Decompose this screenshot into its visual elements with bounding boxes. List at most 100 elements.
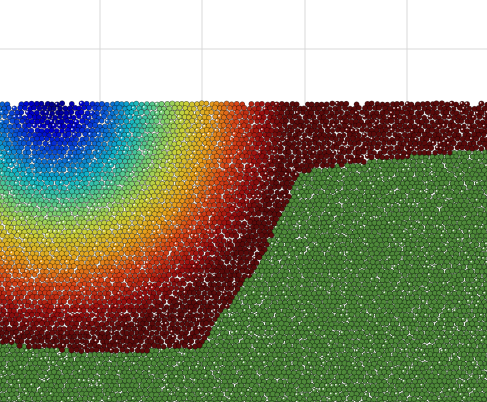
substrate-particle — [223, 312, 229, 319]
particle-highlight — [18, 397, 20, 400]
substrate-particle — [286, 210, 293, 217]
particle-highlight — [452, 326, 455, 329]
substrate-particle — [341, 316, 348, 323]
substrate-particle — [116, 368, 123, 375]
substrate-particle — [228, 355, 235, 362]
substrate-particle — [453, 224, 460, 231]
particle-highlight — [297, 300, 300, 302]
substrate-particle — [409, 259, 415, 265]
substrate-particle — [382, 395, 389, 402]
substrate-particle — [371, 229, 378, 236]
substrate-particle — [374, 162, 380, 169]
particle-highlight — [470, 260, 473, 263]
deposit-particle — [44, 136, 50, 142]
substrate-particle — [290, 280, 297, 287]
substrate-particle — [399, 241, 405, 247]
particle-highlight — [199, 392, 202, 394]
deposit-particle — [383, 109, 390, 116]
substrate-particle — [429, 338, 435, 344]
particle-highlight — [374, 287, 377, 289]
deposit-particle — [59, 100, 66, 107]
particle-highlight — [344, 199, 347, 201]
substrate-particle — [451, 219, 457, 226]
substrate-particle — [316, 351, 323, 358]
deposit-particle — [427, 114, 433, 120]
particle-highlight — [163, 379, 166, 382]
particle-highlight — [263, 353, 265, 356]
substrate-particle — [407, 289, 414, 296]
substrate-particle — [469, 329, 476, 336]
substrate-particle — [471, 290, 478, 296]
deposit-particle — [481, 131, 487, 138]
substrate-particle — [273, 267, 280, 274]
substrate-particle — [453, 346, 460, 353]
particle-highlight — [375, 322, 378, 324]
substrate-particle — [483, 302, 487, 309]
particle-highlight — [472, 335, 475, 338]
particle-highlight — [327, 204, 330, 206]
particle-highlight — [420, 383, 423, 386]
substrate-particle — [288, 355, 295, 362]
particle-highlight — [404, 366, 407, 369]
particle-highlight — [327, 124, 330, 127]
substrate-particle — [461, 387, 467, 393]
particle-highlight — [178, 361, 181, 364]
particle-highlight — [232, 318, 235, 321]
deposit-particle — [150, 105, 157, 111]
substrate-particle — [326, 184, 333, 191]
particle-highlight — [234, 322, 237, 324]
substrate-particle — [288, 347, 296, 354]
substrate-particle — [268, 329, 275, 336]
deposit-particle — [116, 140, 123, 147]
particle-highlight — [375, 216, 378, 219]
substrate-particle — [302, 360, 308, 366]
substrate-particle — [477, 289, 484, 296]
particle-highlight — [352, 362, 354, 365]
substrate-particle — [404, 338, 411, 345]
particle-highlight — [307, 300, 310, 303]
deposit-particle — [148, 126, 155, 133]
substrate-particle — [336, 184, 342, 191]
particle-highlight — [193, 379, 196, 381]
substrate-particle — [192, 377, 199, 384]
substrate-particle — [296, 316, 303, 323]
substrate-particle — [19, 382, 26, 389]
substrate-particle — [143, 382, 150, 389]
substrate-particle — [296, 210, 302, 217]
substrate-particle — [357, 342, 364, 349]
substrate-particle — [463, 373, 470, 380]
substrate-particle — [383, 373, 390, 379]
substrate-particle — [424, 171, 430, 177]
particle-highlight — [132, 362, 135, 365]
particle-highlight — [52, 361, 54, 363]
substrate-particle — [241, 289, 247, 296]
substrate-particle — [428, 258, 435, 265]
particle-highlight — [119, 129, 122, 131]
substrate-particle — [227, 378, 234, 385]
substrate-particle — [306, 236, 313, 243]
substrate-particle — [316, 229, 323, 235]
particle-highlight — [410, 366, 413, 369]
deposit-particle — [68, 144, 75, 151]
particle-highlight — [318, 388, 321, 390]
substrate-particle — [323, 337, 330, 344]
deposit-particle — [211, 104, 218, 111]
particle-highlight — [240, 392, 243, 394]
particle-highlight — [340, 331, 343, 333]
substrate-particle — [484, 188, 487, 195]
particle-highlight — [479, 102, 482, 104]
particle-highlight — [360, 295, 363, 298]
substrate-particle — [31, 386, 38, 393]
particle-highlight — [335, 101, 338, 104]
particle-highlight — [447, 291, 449, 294]
substrate-particle — [456, 289, 462, 296]
substrate-particle — [313, 382, 320, 389]
deposit-particle — [258, 100, 265, 107]
particle-highlight — [260, 278, 263, 280]
substrate-particle — [348, 206, 355, 213]
particle-highlight — [217, 326, 220, 329]
substrate-particle — [466, 307, 472, 314]
substrate-particle — [466, 184, 473, 190]
deposit-particle — [189, 127, 195, 134]
